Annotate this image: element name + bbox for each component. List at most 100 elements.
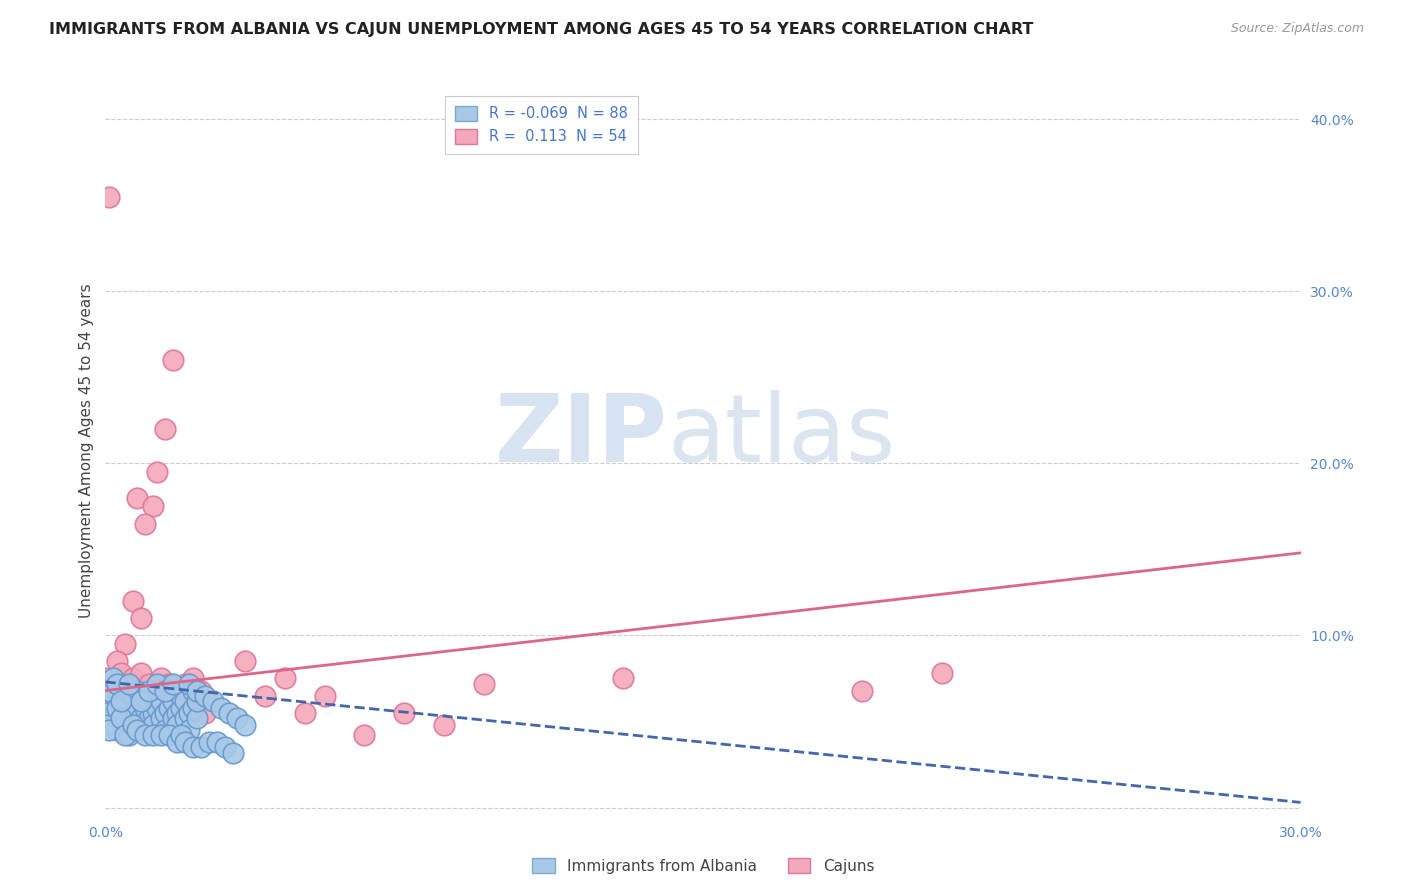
Cajuns: [150, 672, 173, 686]
Immigrants from Albania: [122, 706, 145, 720]
Immigrants from Albania: [107, 711, 129, 725]
Cajuns: [314, 689, 336, 703]
Cajuns: [194, 706, 217, 720]
Immigrants from Albania: [103, 672, 125, 686]
Text: IMMIGRANTS FROM ALBANIA VS CAJUN UNEMPLOYMENT AMONG AGES 45 TO 54 YEARS CORRELAT: IMMIGRANTS FROM ALBANIA VS CAJUN UNEMPLO…: [49, 22, 1033, 37]
Immigrants from Albania: [110, 700, 132, 714]
Immigrants from Albania: [218, 706, 240, 720]
Immigrants from Albania: [110, 711, 132, 725]
Cajuns: [166, 689, 188, 703]
Immigrants from Albania: [107, 700, 129, 714]
Immigrants from Albania: [170, 700, 193, 714]
Immigrants from Albania: [162, 676, 184, 690]
Immigrants from Albania: [162, 694, 184, 708]
Immigrants from Albania: [107, 689, 129, 703]
Immigrants from Albania: [142, 718, 165, 732]
Cajuns: [129, 700, 153, 714]
Immigrants from Albania: [146, 676, 169, 690]
Cajuns: [190, 683, 212, 698]
Cajuns: [122, 694, 145, 708]
Immigrants from Albania: [110, 694, 132, 708]
Cajuns: [114, 676, 136, 690]
Immigrants from Albania: [181, 740, 204, 755]
Cajuns: [127, 683, 149, 698]
Immigrants from Albania: [98, 683, 121, 698]
Immigrants from Albania: [110, 683, 132, 698]
Immigrants from Albania: [150, 728, 173, 742]
Cajuns: [472, 676, 495, 690]
Immigrants from Albania: [134, 728, 156, 742]
Cajuns: [142, 500, 165, 514]
Text: atlas: atlas: [666, 390, 896, 482]
Immigrants from Albania: [94, 718, 117, 732]
Immigrants from Albania: [98, 694, 121, 708]
Cajuns: [127, 491, 149, 505]
Cajuns: [118, 706, 141, 720]
Cajuns: [170, 706, 193, 720]
Immigrants from Albania: [162, 711, 184, 725]
Immigrants from Albania: [122, 718, 145, 732]
Immigrants from Albania: [134, 689, 156, 703]
Cajuns: [294, 706, 316, 720]
Cajuns: [98, 189, 121, 203]
Immigrants from Albania: [153, 706, 177, 720]
Cajuns: [162, 353, 184, 368]
Cajuns: [107, 706, 129, 720]
Cajuns: [129, 611, 153, 625]
Immigrants from Albania: [177, 706, 201, 720]
Cajuns: [181, 672, 204, 686]
Immigrants from Albania: [174, 711, 197, 725]
Immigrants from Albania: [157, 700, 180, 714]
Cajuns: [157, 676, 180, 690]
Immigrants from Albania: [98, 706, 121, 720]
Immigrants from Albania: [103, 718, 125, 732]
Immigrants from Albania: [190, 740, 212, 755]
Immigrants from Albania: [205, 735, 228, 749]
Immigrants from Albania: [186, 711, 208, 725]
Cajuns: [118, 689, 141, 703]
Immigrants from Albania: [127, 723, 149, 738]
Y-axis label: Unemployment Among Ages 45 to 54 years: Unemployment Among Ages 45 to 54 years: [79, 283, 94, 618]
Cajuns: [138, 676, 160, 690]
Cajuns: [153, 694, 177, 708]
Cajuns: [110, 666, 132, 681]
Immigrants from Albania: [157, 728, 180, 742]
Cajuns: [162, 700, 184, 714]
Cajuns: [107, 654, 129, 668]
Cajuns: [253, 689, 276, 703]
Cajuns: [94, 672, 117, 686]
Immigrants from Albania: [181, 700, 204, 714]
Immigrants from Albania: [114, 706, 136, 720]
Cajuns: [612, 672, 634, 686]
Immigrants from Albania: [127, 683, 149, 698]
Immigrants from Albania: [170, 728, 193, 742]
Immigrants from Albania: [129, 711, 153, 725]
Cajuns: [134, 689, 156, 703]
Cajuns: [134, 516, 156, 531]
Immigrants from Albania: [177, 676, 201, 690]
Immigrants from Albania: [118, 728, 141, 742]
Cajuns: [110, 694, 132, 708]
Cajuns: [98, 680, 121, 694]
Immigrants from Albania: [138, 694, 160, 708]
Immigrants from Albania: [186, 694, 208, 708]
Cajuns: [392, 706, 416, 720]
Immigrants from Albania: [138, 683, 160, 698]
Immigrants from Albania: [214, 740, 236, 755]
Immigrants from Albania: [202, 694, 225, 708]
Immigrants from Albania: [146, 689, 169, 703]
Legend: R = -0.069  N = 88, R =  0.113  N = 54: R = -0.069 N = 88, R = 0.113 N = 54: [446, 95, 638, 154]
Cajuns: [103, 689, 125, 703]
Immigrants from Albania: [98, 723, 121, 738]
Immigrants from Albania: [181, 683, 204, 698]
Cajuns: [353, 728, 375, 742]
Immigrants from Albania: [127, 700, 149, 714]
Immigrants from Albania: [94, 694, 117, 708]
Cajuns: [174, 676, 197, 690]
Cajuns: [146, 465, 169, 479]
Cajuns: [851, 683, 873, 698]
Immigrants from Albania: [122, 694, 145, 708]
Immigrants from Albania: [134, 700, 156, 714]
Immigrants from Albania: [129, 723, 153, 738]
Immigrants from Albania: [146, 700, 169, 714]
